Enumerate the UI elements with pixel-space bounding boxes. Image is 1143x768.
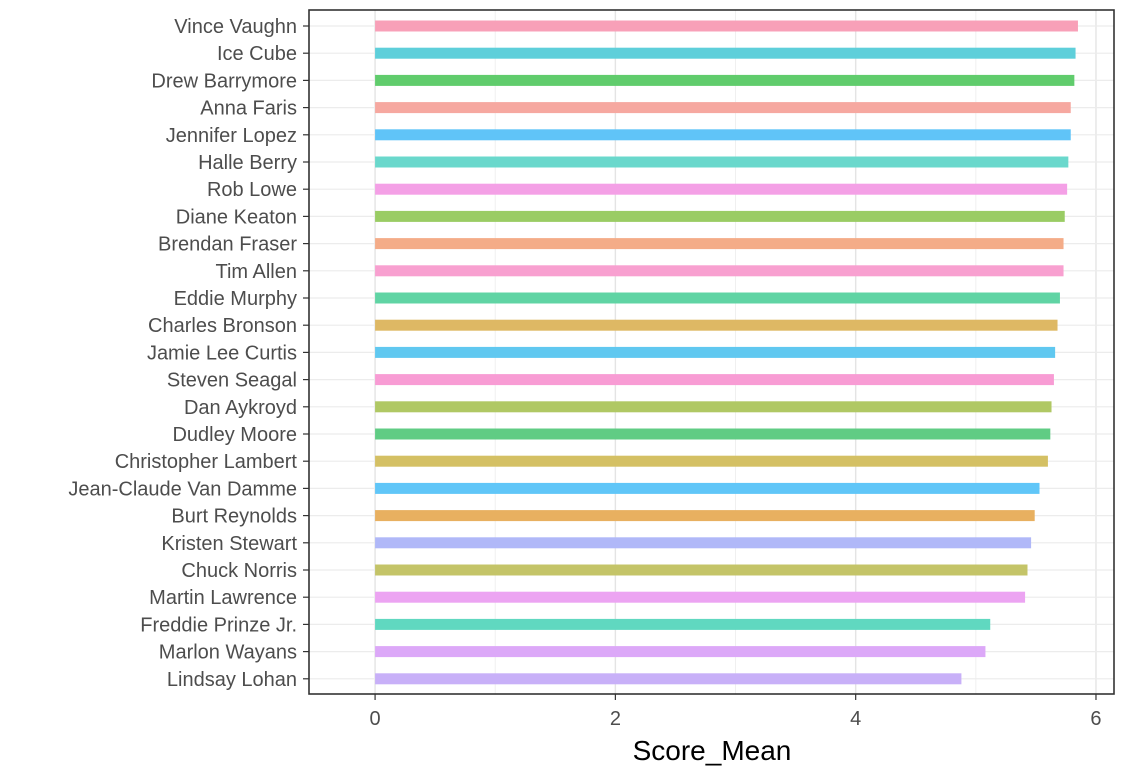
x-tick-label: 4 xyxy=(850,708,861,730)
bars xyxy=(375,20,1078,685)
category-label: Anna Faris xyxy=(200,98,297,120)
bar xyxy=(375,74,1075,86)
x-tick-label: 6 xyxy=(1090,708,1101,730)
category-label: Diane Keaton xyxy=(176,206,297,228)
bar xyxy=(375,319,1058,331)
bar xyxy=(375,618,991,630)
category-label: Marlon Wayans xyxy=(159,642,297,664)
category-label: Burt Reynolds xyxy=(171,506,297,528)
category-label: Lindsay Lohan xyxy=(167,669,297,691)
category-label: Dudley Moore xyxy=(172,424,297,446)
bar xyxy=(375,129,1071,141)
bar xyxy=(375,156,1069,168)
bar xyxy=(375,564,1028,576)
bar xyxy=(375,673,962,685)
bar xyxy=(375,210,1065,222)
category-label: Ice Cube xyxy=(217,43,297,65)
bar xyxy=(375,428,1051,440)
x-tick-label: 2 xyxy=(610,708,621,730)
y-axis: Vince Vaughn Ice Cube Drew Barrymore Anna F… xyxy=(68,16,309,691)
x-axis-title: Score_Mean xyxy=(633,735,792,766)
category-label: Tim Allen xyxy=(215,261,297,283)
category-label: Jamie Lee Curtis xyxy=(147,342,297,364)
bar xyxy=(375,346,1056,358)
x-tick-label: 0 xyxy=(370,708,381,730)
category-label: Vince Vaughn xyxy=(174,16,297,38)
category-label: Charles Bronson xyxy=(148,315,297,337)
bar xyxy=(375,102,1071,114)
category-label: Halle Berry xyxy=(198,152,297,174)
bar xyxy=(375,591,1026,603)
category-label: Kristen Stewart xyxy=(161,533,297,555)
category-label: Jean-Claude Van Damme xyxy=(68,478,297,500)
bar xyxy=(375,238,1064,250)
category-label: Drew Barrymore xyxy=(151,70,297,92)
bar xyxy=(375,183,1068,195)
x-axis: 0 2 4 6 xyxy=(370,694,1102,730)
bar xyxy=(375,510,1035,522)
category-label: Freddie Prinze Jr. xyxy=(140,614,297,636)
bar xyxy=(375,482,1040,494)
bar xyxy=(375,292,1060,304)
bar xyxy=(375,537,1032,549)
category-label: Christopher Lambert xyxy=(115,451,298,473)
bar xyxy=(375,455,1048,467)
category-label: Martin Lawrence xyxy=(149,587,297,609)
bar xyxy=(375,47,1076,59)
category-label: Dan Aykroyd xyxy=(184,397,297,419)
category-label: Jennifer Lopez xyxy=(166,125,297,147)
bar xyxy=(375,646,986,658)
category-label: Eddie Murphy xyxy=(174,288,297,310)
category-label: Steven Seagal xyxy=(167,370,297,392)
category-label: Brendan Fraser xyxy=(158,234,297,256)
bar xyxy=(375,265,1064,277)
bar xyxy=(375,20,1078,32)
bar xyxy=(375,374,1054,386)
bar xyxy=(375,401,1052,413)
category-label: Rob Lowe xyxy=(207,179,297,201)
category-label: Chuck Norris xyxy=(181,560,297,582)
